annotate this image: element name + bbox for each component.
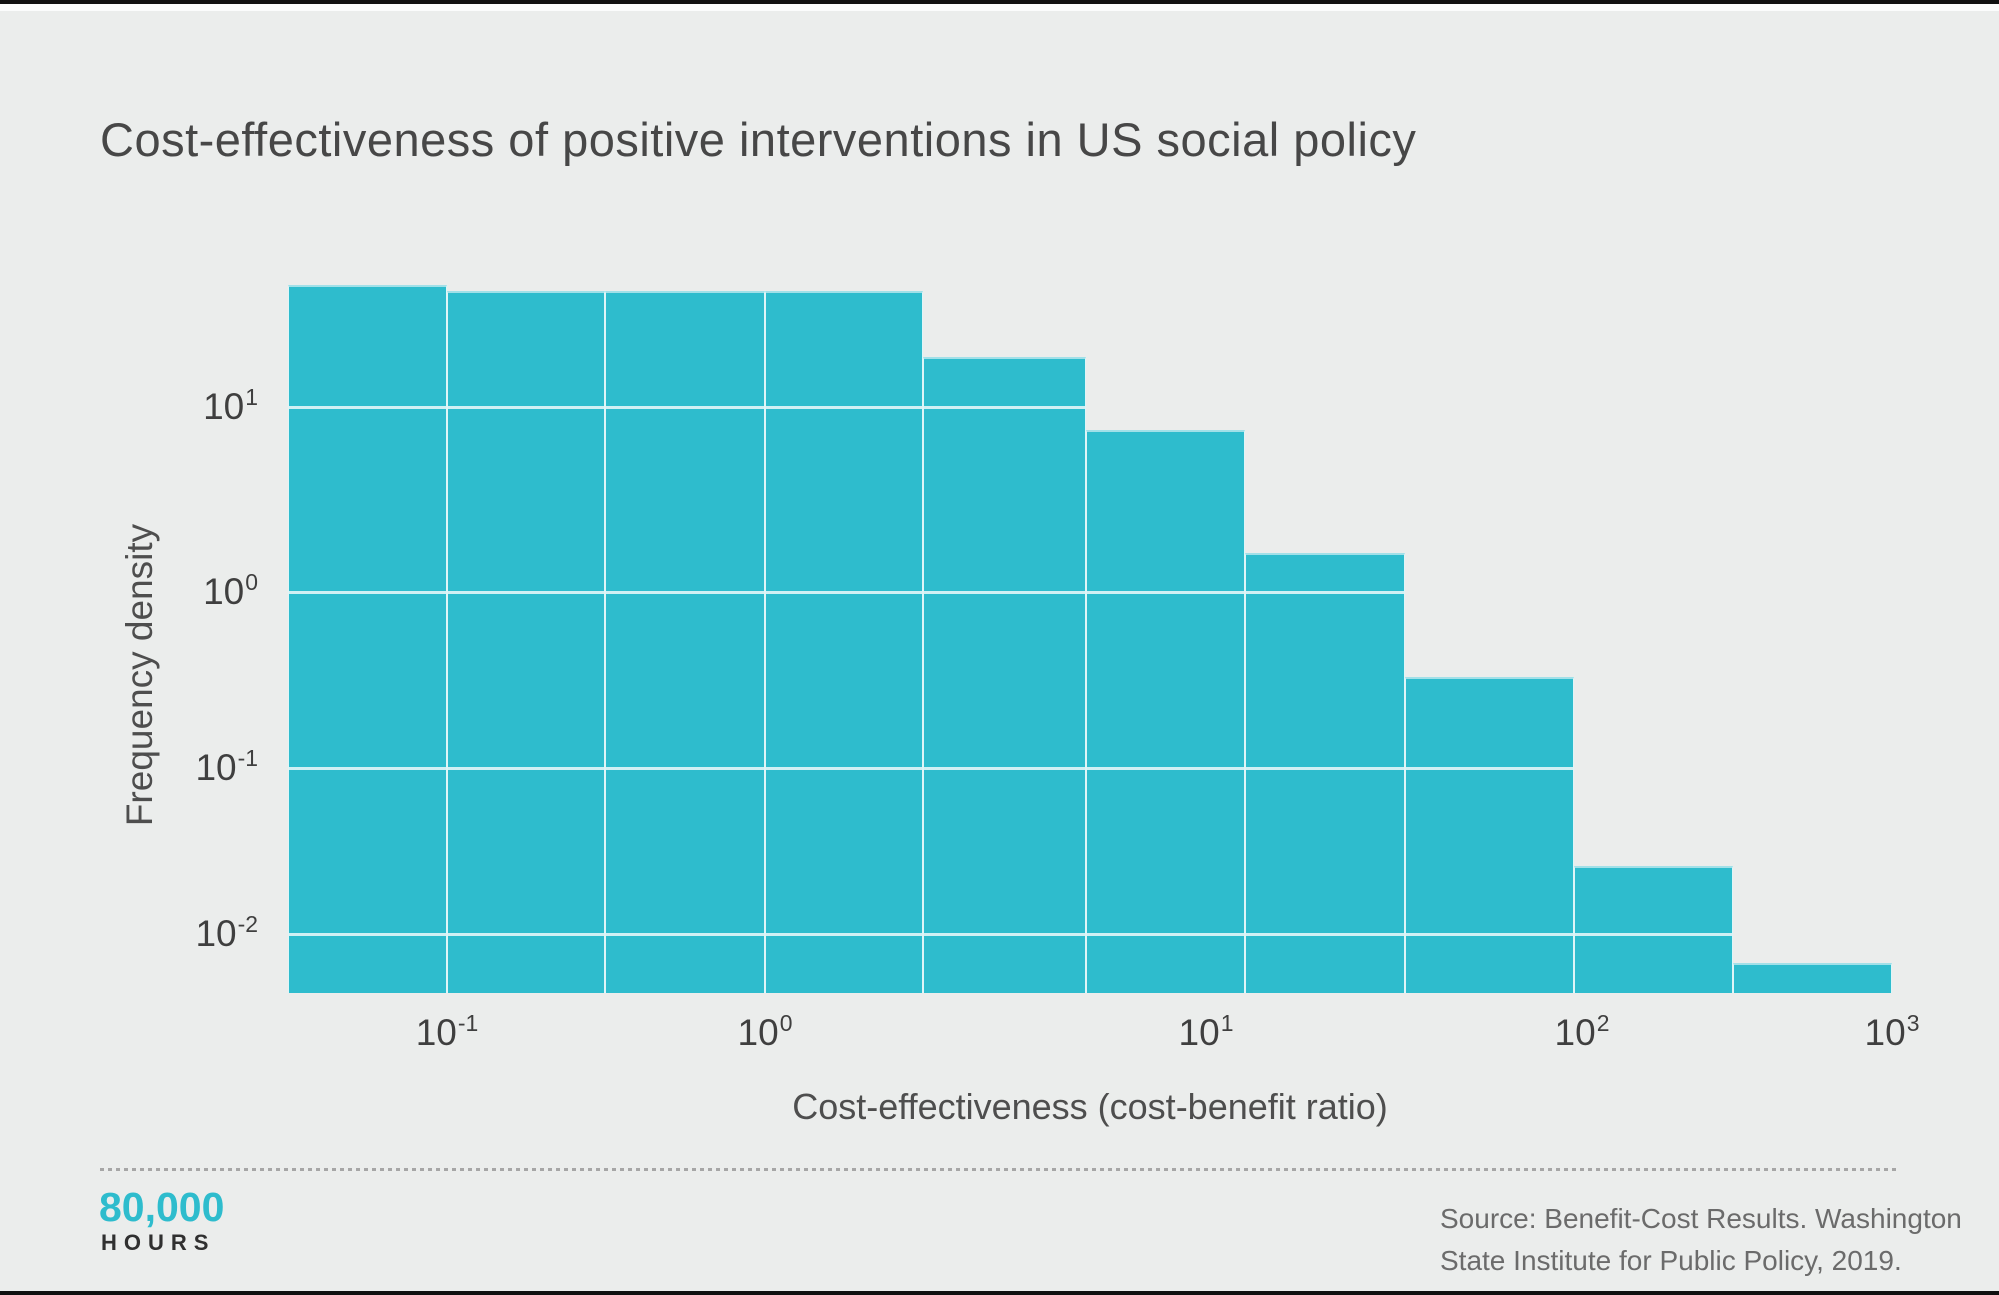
y-axis-title: Frequency density [119,523,160,827]
gridline-segment [289,767,446,770]
tick-base: 10 [1554,1012,1596,1053]
gridline-segment [766,591,922,594]
gridline-segment [448,406,604,409]
page-title: Cost-effectiveness of positive intervent… [100,113,1417,166]
gridline-segment [289,591,446,594]
tick-exponent: 1 [245,384,258,411]
gridline-segment [1087,767,1244,770]
tick-base: 10 [203,386,245,427]
gridline-segment [289,406,446,409]
source-line-1: Source: Benefit-Cost Results. Washington [1440,1203,1962,1234]
x-axis-title: Cost-effectiveness (cost-benefit ratio) [792,1086,1388,1127]
tick-exponent: -2 [237,911,258,938]
histogram-bar [1086,430,1245,993]
gridline-segment [1406,933,1573,936]
y-tick-label: 101 [0,384,258,428]
gridline-segment [924,933,1085,936]
gridline-segment [448,591,604,594]
gridline-segment [606,591,764,594]
gridline-segment [1406,767,1573,770]
histogram-bar [447,291,605,993]
histogram-bar [1405,677,1574,993]
y-tick-label: 10-2 [0,911,258,955]
x-tick-label: 103 [1864,1010,1920,1054]
gridline-segment [924,767,1085,770]
tick-base: 10 [1864,1012,1906,1053]
y-tick-label: 10-1 [0,745,258,789]
gridline-segment [1575,933,1732,936]
top-black-strip [0,0,1999,4]
tick-exponent: -1 [237,745,258,772]
tick-base: 10 [195,747,237,788]
gridline-segment [289,933,446,936]
x-tick-label: 102 [1554,1010,1610,1054]
tick-exponent: 1 [1220,1010,1234,1037]
source-attribution: Source: Benefit-Cost Results. Washington… [1440,1198,1962,1282]
gridline-segment [1246,591,1404,594]
source-line-2: State Institute for Public Policy, 2019. [1440,1245,1902,1276]
tick-exponent: 0 [779,1010,793,1037]
histogram-bar [288,285,447,993]
gridline-segment [606,406,764,409]
x-tick-label: 100 [737,1010,793,1054]
x-tick-label: 10-1 [415,1010,479,1054]
gridline-segment [924,406,1085,409]
tick-exponent: 0 [245,569,258,596]
histogram-bar [605,291,765,993]
gridline-segment [1087,933,1244,936]
eighty-thousand-hours-logo-word: HOURS [101,1230,216,1255]
footer-divider-dotted-line [100,1168,1900,1171]
eighty-thousand-hours-logo-number: 80,000 [99,1184,225,1230]
top-white-strip [0,4,1999,11]
gridline-segment [448,933,604,936]
histogram-bar [765,291,923,993]
gridline-segment [448,767,604,770]
gridline-segment [766,406,922,409]
gridline-segment [924,591,1085,594]
histogram-bar [1245,553,1405,993]
gridline-segment [1246,767,1404,770]
tick-base: 10 [737,1012,779,1053]
bottom-black-strip [0,1291,1999,1295]
histogram-bar [923,357,1086,993]
histogram-bar [1733,963,1892,993]
gridline-segment [1246,933,1404,936]
tick-exponent: 2 [1596,1010,1610,1037]
gridline-segment [766,767,922,770]
tick-base: 10 [415,1012,457,1053]
tick-base: 10 [195,913,237,954]
x-tick-label: 101 [1178,1010,1234,1054]
gridline-segment [766,933,922,936]
gridline-segment [1087,591,1244,594]
tick-base: 10 [203,571,245,612]
gridline-segment [606,933,764,936]
tick-base: 10 [1178,1012,1220,1053]
histogram-bar [1574,866,1733,993]
tick-exponent: -1 [457,1010,479,1037]
y-tick-label: 100 [0,569,258,613]
tick-exponent: 3 [1906,1010,1920,1037]
gridline-segment [606,767,764,770]
